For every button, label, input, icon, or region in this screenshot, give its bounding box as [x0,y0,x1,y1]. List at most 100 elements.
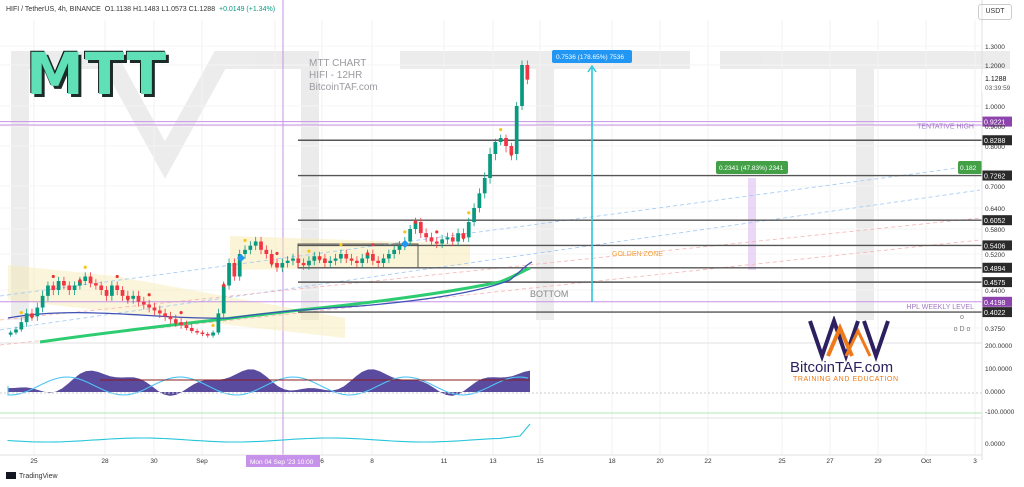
time-tick-label: 18 [608,458,616,465]
bitcointaf-logo-icon [808,316,890,363]
osc1-tick-label: -100.0000 [985,409,1015,416]
candle-body [418,222,423,234]
side-marks: o o D o [952,312,972,336]
level-price-label: 0.4575 [984,280,1006,287]
candle-body [408,229,413,242]
candle-body [514,106,519,154]
candle-body [434,241,439,244]
level-label: TENTATIVE HIGH [917,124,974,131]
candle-body [51,285,56,290]
time-tick-label: 3 [973,458,977,465]
candle-body [62,281,66,286]
signal-dot [371,243,375,247]
signal-diamond [29,313,34,320]
candle-body [104,290,109,296]
currency-button[interactable]: USDT [978,4,1012,20]
measure-tools: 0.7536 (178.65%) 7536 0.2341 (47.83%) 234… [552,50,982,302]
candle-body [371,254,375,261]
candle-body [445,237,450,240]
time-tick-label: 25 [30,458,38,465]
side-mark-top: o [960,314,964,321]
candle-body [291,258,295,261]
candle-body [110,285,114,296]
tradingview-label: TradingView [19,473,58,480]
candle-body [301,263,306,266]
osc1-tick-label: 0.0000 [985,389,1005,396]
candle-body [285,260,290,263]
chart-note: MTT CHART HIFI - 12HR BitcoinTAF.com [309,58,378,93]
signal-dot [499,128,503,132]
price-tick-label: 0.3750 [985,326,1005,333]
signal-dot [275,251,279,256]
signal-dot [211,323,215,327]
candle-body [195,331,199,333]
signal-diamond [317,255,322,262]
signal-dot [243,238,247,243]
signal-dot [51,274,55,279]
level-price-tag [982,170,1012,181]
signal-dot [115,274,119,279]
candle-body [46,285,50,296]
level-price-label: 0.6052 [984,218,1006,225]
measure-2-edge-badge [958,161,982,174]
level-price-tag [982,240,1012,251]
candle-body [355,260,359,263]
money-flow-area [8,369,530,396]
signal-diamond [365,251,370,257]
osc1-tick-label: 100.0000 [985,366,1012,373]
brand-name: BitcoinTAF.com [790,359,894,376]
level-price-label: 0.8288 [984,138,1006,145]
candle-body [189,328,194,331]
oscillator-panes [0,369,982,443]
level-price-tag [982,296,1012,307]
mtt-watermark [11,51,1010,320]
candle-body [520,65,524,106]
price-tick-label: 0.5200 [985,252,1005,259]
time-tick-label: 27 [826,458,834,465]
symbol-label: HIFI / TetherUS, 4h, BINANCE [6,6,101,13]
level-price-label: 0.9221 [984,120,1006,127]
candle-body [120,290,125,296]
candle-body [168,316,173,320]
change-value: +0.0149 (+1.34%) [218,6,276,13]
mtt-logo: MTT [26,40,168,108]
candle-body [232,263,237,277]
price-tick-label: 0.8000 [985,144,1005,151]
bottom-label: BOTTOM [530,289,568,299]
projection-line [0,189,981,331]
signal-diamond [413,219,418,225]
projection-line [0,217,981,321]
price-tick-label: 1.0000 [985,104,1005,111]
signal-dot [147,293,151,297]
candle-body [344,254,349,259]
candle-body [83,276,88,281]
candle-body [498,138,503,142]
level-price-tag [982,116,1012,127]
price-tick-label: 0.9000 [985,124,1005,131]
signal-dot [83,265,87,269]
signal-diamond [269,260,274,266]
candle-body [280,263,285,268]
candle-body [477,193,482,208]
candle-body [8,332,13,335]
candle-body [35,307,40,317]
crosshair-time-label: Mon 04 Sep '23 10:00 [250,459,314,466]
signal-dot [307,249,311,253]
crosshair-time-tag [246,455,320,467]
candle-body [296,258,301,263]
candle-body [88,276,93,284]
candle-body [328,260,333,263]
moving-averages [7,261,533,344]
signal-diamond [221,282,226,289]
candle-body [179,322,183,326]
candle-body [94,283,98,286]
candle-body [243,249,247,254]
candle-body [99,285,104,290]
candle-body [131,295,136,299]
candle-body [269,254,274,263]
level-label: HPL WEEKLY LEVEL [906,304,974,311]
measure-2-label: 0.2341 (47.83%) 2341 [719,165,784,172]
level-price-label: 0.4198 [984,300,1006,307]
candle-body [40,295,45,308]
